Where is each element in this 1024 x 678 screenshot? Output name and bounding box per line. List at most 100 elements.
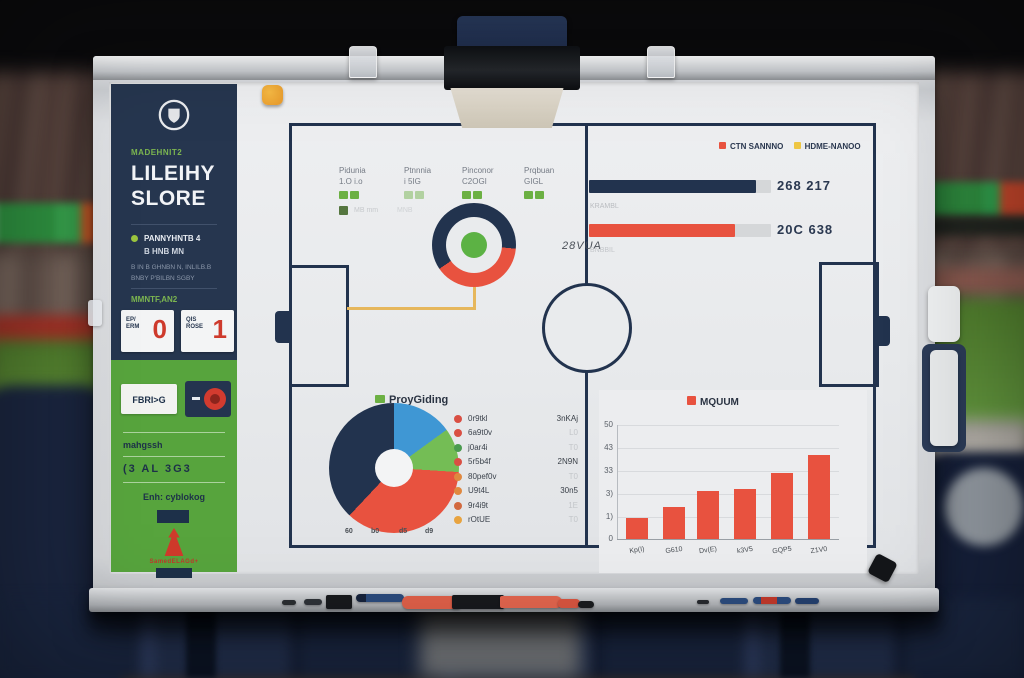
x-axis-baseline xyxy=(617,539,839,540)
legend-dot xyxy=(454,473,462,481)
legend-value: 30n5 xyxy=(560,486,578,495)
pie-x-tick-1: 60 xyxy=(345,528,353,535)
goal-left xyxy=(275,311,291,343)
brand-text: SamedELAGd+ xyxy=(149,559,199,565)
navy-chip-2 xyxy=(156,568,192,578)
season-bar-3 xyxy=(697,491,719,539)
ad-banner-right xyxy=(928,182,1024,218)
stat-column-2: Ptnnnia i 5IG xyxy=(404,165,460,199)
pie-hole xyxy=(375,449,413,487)
marker-bit-dark-1 xyxy=(282,600,296,605)
green-row-text-1: mahgssh xyxy=(123,440,163,450)
pie-x-tick-4: d9 xyxy=(425,528,434,535)
stat-line1: Prqbuan xyxy=(524,166,555,175)
score-section-label: MMNTF,AN2 xyxy=(131,295,178,304)
red-target-inner xyxy=(210,394,220,404)
legend-square-red xyxy=(719,142,726,149)
marker-red-cap xyxy=(558,599,580,608)
bar-fill-1 xyxy=(589,180,756,193)
stat-column-1: Pidunia 1.O i.o xyxy=(339,165,395,199)
pie-x-tick-3: d5 xyxy=(399,528,408,535)
navy-chip-1 xyxy=(157,510,189,523)
green-badge-pair xyxy=(404,191,460,199)
legend-dot xyxy=(454,487,462,495)
annotation-connector-horizontal xyxy=(347,307,476,310)
sidebar-title-line2: SLORE xyxy=(131,187,206,210)
score-value-home: 0 xyxy=(152,314,167,344)
score-card-home: EP/ ERM 0 xyxy=(121,310,174,352)
sidebar-button: FBRI>G xyxy=(121,384,177,414)
gridline xyxy=(617,494,839,495)
score-value-away: 1 xyxy=(212,314,227,344)
sidebar-bullet-sub: B HNB MN xyxy=(144,247,184,256)
marker-blue-small-1 xyxy=(720,598,748,604)
legend-dot xyxy=(454,415,462,423)
sidebar-button-label: FBRI>G xyxy=(132,395,166,405)
sidebar-divider-2 xyxy=(131,288,217,289)
marker-blue-small-2 xyxy=(795,598,819,604)
stand-pole-left xyxy=(186,600,216,678)
stat-line1: Pinconor xyxy=(462,166,494,175)
goal-right xyxy=(873,316,890,346)
bar-track-1 xyxy=(589,180,771,193)
stand-pole-right xyxy=(780,600,810,678)
legend-value: T0 xyxy=(568,443,578,452)
legend-dot xyxy=(454,458,462,466)
annotation-connector-vertical xyxy=(473,278,476,310)
y-tick: 3) xyxy=(605,489,613,498)
legend-label: 9r4i9t xyxy=(468,501,489,510)
center-circle xyxy=(542,283,632,373)
stat-line1: Pidunia xyxy=(339,166,366,175)
bar-track-2 xyxy=(589,224,771,237)
score-team-away: QIS ROSE xyxy=(186,317,204,330)
gridline xyxy=(617,425,839,426)
season-legend: MQUUM xyxy=(687,396,739,408)
legend-label-1: CTN SANNNO xyxy=(730,142,784,151)
season-plot-area xyxy=(109,425,867,539)
legend-value: 1E xyxy=(568,501,578,510)
sidebar-fine-print-2: BNBY P'BILBN SGBY xyxy=(131,275,195,282)
legend-value: L0 xyxy=(569,428,578,437)
score-team-home: EP/ ERM xyxy=(126,317,140,330)
green-divider-1 xyxy=(123,432,225,433)
y-tick: 33 xyxy=(604,466,613,475)
board-clamp-base-beige xyxy=(450,88,564,128)
magnet-yellow xyxy=(262,85,283,105)
sidebar-fine-print-1: B IN B GHNBN N, INLILB.B xyxy=(131,264,212,271)
bar-fill-2 xyxy=(589,224,735,237)
whiteboard-surface: MADEHNIT2 LILEIHY SLORE PANNYHNTB 4 B HN… xyxy=(109,82,919,578)
y-axis-line xyxy=(617,425,618,539)
marker-blue-long xyxy=(356,594,404,602)
green-badge-pair xyxy=(339,191,395,199)
note-square-icon xyxy=(339,206,348,215)
donut-annotation: 28VUA xyxy=(562,240,602,252)
badge-dash xyxy=(192,397,200,400)
marker-coral-right xyxy=(500,596,562,608)
y-tick: 1) xyxy=(605,512,613,521)
legend-label-2: HDME-NANOO xyxy=(804,142,861,151)
sidebar-bullet-label: PANNYHNTB 4 xyxy=(144,234,201,243)
bar-sub-2: BNBBIL xyxy=(590,247,615,254)
gridline xyxy=(617,448,839,449)
y-tick: 0 xyxy=(608,534,613,543)
ad-banner-right-dark xyxy=(928,216,1024,236)
note-text-2: MNB xyxy=(397,207,413,214)
gridline xyxy=(617,471,839,472)
green-badge-pair xyxy=(462,191,518,199)
eraser-black xyxy=(326,595,352,609)
season-bar-5 xyxy=(771,473,793,539)
penalty-box-left xyxy=(289,265,349,387)
legend-label: 80pef0v xyxy=(468,472,497,481)
marker-blue-red xyxy=(753,597,791,604)
note-text: MB mm xyxy=(354,207,379,214)
legend-label: 0r9tkl xyxy=(468,414,488,423)
sidebar: MADEHNIT2 LILEIHY SLORE PANNYHNTB 4 B HN… xyxy=(111,84,237,578)
frame-clip-small xyxy=(88,300,102,326)
red-target-icon xyxy=(204,388,226,410)
sidebar-divider-1 xyxy=(131,224,217,225)
sidebar-title-line1: LILEIHY xyxy=(131,162,216,185)
stat-line2: C2OGI xyxy=(462,177,487,186)
stat-line2: 1.O i.o xyxy=(339,177,363,186)
whiteboard: MADEHNIT2 LILEIHY SLORE PANNYHNTB 4 B HN… xyxy=(89,56,939,612)
sidebar-badge-card xyxy=(185,381,231,417)
